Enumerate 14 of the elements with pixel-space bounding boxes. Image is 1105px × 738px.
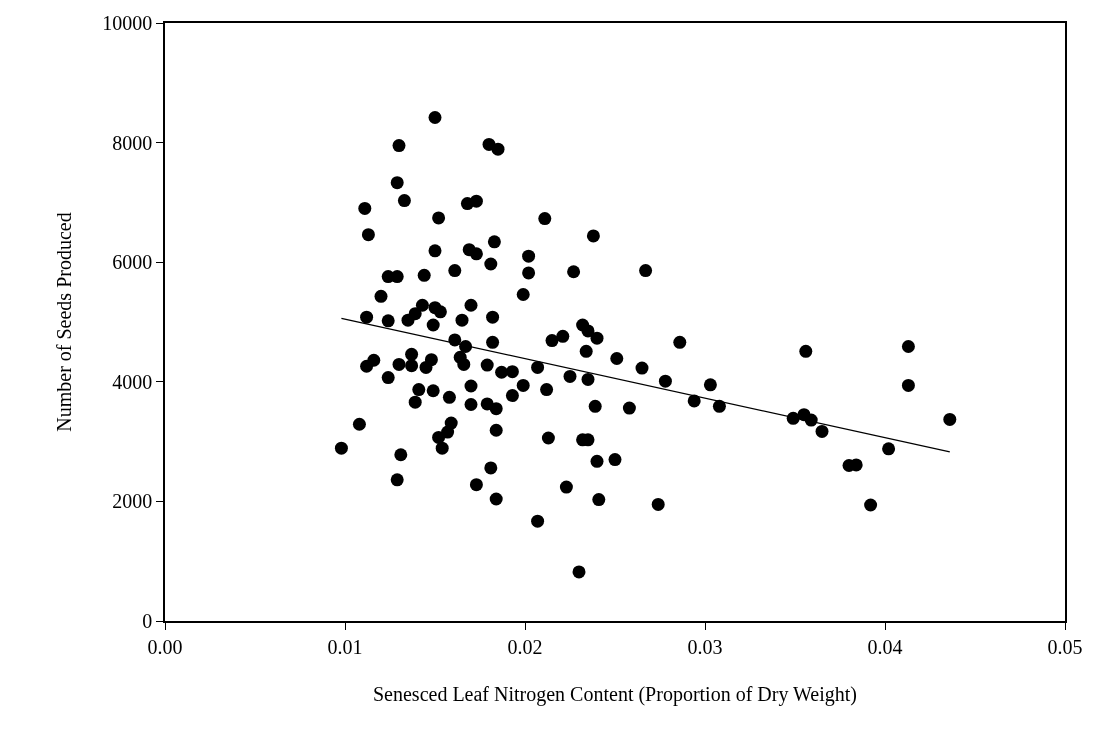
x-tick-label: 0.03 bbox=[687, 635, 723, 658]
y-axis-title: Number of Seeds Produced bbox=[53, 212, 76, 432]
x-tick-label: 0.05 bbox=[1047, 635, 1083, 658]
y-tick-label: 2000 bbox=[112, 490, 153, 513]
y-tick-label: 4000 bbox=[112, 370, 153, 393]
x-tick-label: 0.00 bbox=[147, 635, 183, 658]
x-tick-label: 0.04 bbox=[867, 635, 903, 658]
x-axis-title: Senesced Leaf Nitrogen Content (Proportion of Dry Weight) bbox=[372, 682, 858, 706]
x-tick-label: 0.01 bbox=[327, 635, 363, 658]
y-tick-label: 10000 bbox=[102, 12, 153, 34]
y-tick-label: 6000 bbox=[112, 251, 153, 274]
y-tick-label: 8000 bbox=[112, 131, 153, 154]
y-tick-label: 0 bbox=[142, 610, 153, 632]
x-tick-label: 0.02 bbox=[507, 635, 543, 658]
